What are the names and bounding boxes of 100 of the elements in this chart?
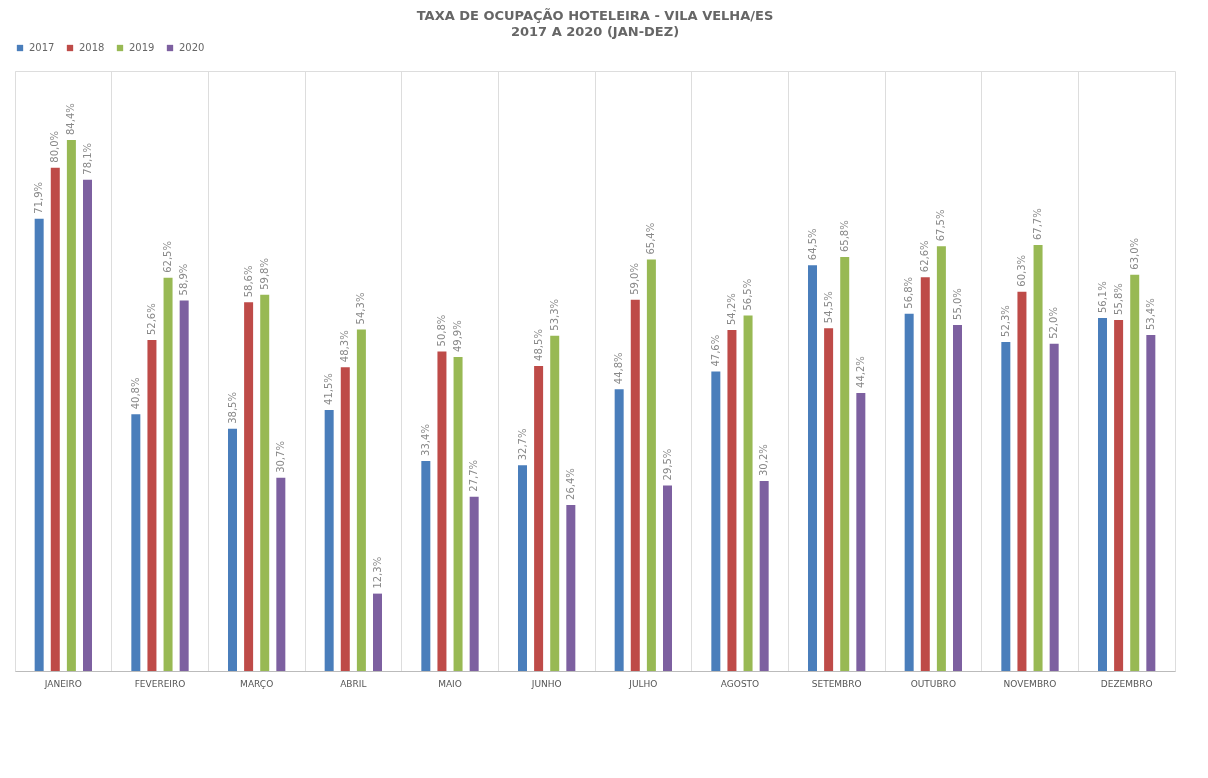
bar (1098, 318, 1107, 671)
data-label: 58,6% (242, 265, 254, 298)
data-label: 41,5% (323, 373, 335, 405)
data-label: 59,0% (629, 263, 641, 295)
bar (244, 302, 254, 671)
bar (566, 504, 576, 671)
bar (1001, 341, 1011, 671)
data-label: 52,0% (1048, 307, 1060, 339)
bar (534, 365, 544, 671)
data-label: 52,3% (999, 305, 1011, 337)
bar (228, 428, 237, 671)
bar (1049, 343, 1059, 671)
bar (614, 389, 624, 671)
data-label: 38,5% (226, 392, 238, 424)
data-label: 44,8% (613, 352, 625, 385)
data-label: 54,3% (355, 292, 367, 325)
x-tick-label: SETEMBRO (811, 678, 862, 689)
bar (421, 460, 431, 671)
bar (953, 324, 962, 671)
data-label: 33,4% (419, 424, 431, 456)
bar (66, 140, 76, 671)
data-label: 40,8% (129, 377, 141, 410)
data-label: 59,8% (258, 258, 270, 290)
bar (163, 277, 173, 671)
data-label: 27,7% (468, 459, 480, 492)
data-label: 30,2% (758, 444, 770, 477)
x-tick-label: ABRIL (340, 678, 367, 689)
chart-title: TAXA DE OCUPAÇÃO HOTELEIRA - VILA VELHA/ES (416, 8, 774, 23)
bar (646, 259, 656, 671)
bar (50, 167, 60, 671)
bar (469, 496, 479, 671)
data-label: 48,3% (339, 330, 351, 363)
bar (1146, 335, 1156, 671)
x-tick-label: JUNHO (530, 678, 562, 689)
x-tick-label: NOVEMBRO (1003, 678, 1057, 689)
bar (663, 485, 672, 671)
data-label: 56,5% (742, 278, 754, 311)
data-label: 54,2% (725, 293, 737, 326)
bar (179, 300, 189, 671)
data-label: 56,1% (1096, 281, 1108, 314)
bar (630, 299, 640, 671)
bar (1033, 245, 1043, 671)
bar (840, 257, 850, 671)
data-label: 67,5% (935, 209, 947, 242)
bar (1017, 291, 1027, 671)
data-label: 64,5% (806, 228, 818, 261)
bar (340, 367, 350, 671)
x-tick-label: FEVEREIRO (134, 678, 186, 689)
legend-label: 2019 (129, 42, 155, 53)
chart-subtitle: 2017 A 2020 (JAN-DEZ) (510, 24, 680, 39)
data-label: 63,0% (1128, 237, 1140, 270)
bar (453, 357, 463, 671)
bar (1130, 274, 1140, 671)
data-label: 30,7% (274, 441, 286, 473)
data-label: 65,4% (645, 222, 657, 255)
data-label: 26,4% (564, 468, 576, 500)
bar (83, 179, 92, 671)
legend-label: 2018 (79, 42, 105, 53)
data-label: 55,0% (951, 288, 963, 320)
bar (260, 294, 270, 671)
x-tick-label: AGOSTO (720, 678, 760, 689)
data-label: 53,3% (548, 298, 560, 331)
bar (437, 351, 447, 671)
x-tick-label: DEZEMBRO (1100, 678, 1153, 689)
bar (324, 409, 334, 671)
bar (808, 265, 817, 671)
data-label: 84,4% (65, 103, 77, 136)
data-label: 71,9% (33, 181, 45, 214)
bar (1114, 319, 1124, 671)
bar (743, 315, 753, 671)
data-label: 12,3% (371, 556, 383, 589)
bar (727, 330, 737, 671)
x-tick-label: JULHO (628, 678, 658, 689)
data-label: 62,6% (919, 240, 931, 273)
bar (518, 465, 527, 671)
data-label: 54,5% (822, 291, 834, 324)
data-label: 29,5% (661, 448, 673, 481)
x-tick-label: MARÇO (240, 678, 274, 689)
bar (34, 218, 44, 671)
bar (550, 335, 560, 671)
legend-label: 2020 (179, 42, 205, 53)
x-tick-label: OUTUBRO (910, 678, 956, 689)
bar (856, 392, 866, 671)
bar (936, 246, 946, 671)
data-label: 49,9% (452, 320, 464, 353)
data-label: 48,5% (532, 329, 544, 361)
x-tick-label: MAIO (438, 678, 462, 689)
data-label: 52,6% (145, 303, 157, 336)
data-label: 47,6% (709, 334, 721, 367)
data-label: 80,0% (49, 130, 61, 163)
data-label: 56,8% (903, 276, 915, 309)
bar (131, 414, 141, 671)
legend-label: 2017 (29, 42, 55, 53)
bar (276, 477, 286, 671)
data-label: 78,1% (81, 142, 93, 175)
bar (759, 481, 769, 671)
bar (711, 371, 721, 671)
data-label: 55,8% (1112, 283, 1124, 315)
bar (373, 593, 382, 671)
data-label: 44,2% (854, 356, 866, 388)
